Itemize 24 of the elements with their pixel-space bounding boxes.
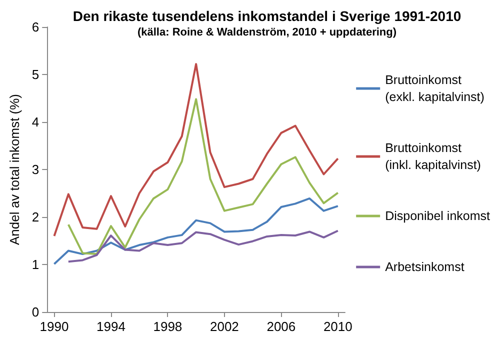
chart-subtitle: (källa: Roine & Waldenström, 2010 + uppdatering)	[137, 26, 397, 38]
y-tick-label: 3	[32, 162, 40, 177]
line-series	[67, 98, 339, 256]
legend-label: Disponibel inkomst	[385, 209, 491, 223]
y-tick-label: 1	[32, 257, 40, 272]
line-series	[53, 197, 339, 266]
y-tick-label: 2	[32, 210, 40, 224]
y-tick-label: 4	[32, 114, 40, 130]
x-tick-label: 1998	[153, 319, 182, 334]
y-tick-label: 6	[32, 20, 40, 34]
line-series	[53, 63, 339, 237]
legend-label: Bruttoinkomst (inkl. kapitalvinst)	[385, 141, 481, 172]
x-tick-label: 2006	[266, 319, 296, 334]
chart-title: Den rikaste tusendelens inkomstandel i Sverige 1991-2010	[72, 8, 462, 24]
legend-label: Bruttoinkomst (exkl. kapitalvinst)	[385, 73, 484, 104]
y-tick-label: 5	[32, 67, 40, 82]
x-tick-label: 2010	[323, 319, 352, 334]
x-tick-label: 1990	[40, 319, 69, 334]
y-axis-title: Andel av total inkomst (%)	[7, 94, 22, 246]
line-series	[67, 230, 339, 263]
y-tick-label: 0	[32, 304, 40, 320]
x-tick-label: 1994	[96, 319, 126, 334]
legend-label: Arbetsinkomst	[385, 260, 465, 274]
x-tick-label: 2002	[210, 319, 239, 334]
